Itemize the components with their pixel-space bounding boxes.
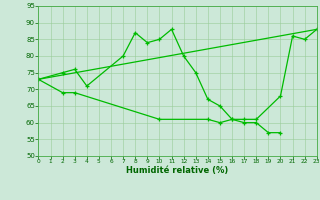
X-axis label: Humidité relative (%): Humidité relative (%) [126, 166, 229, 175]
